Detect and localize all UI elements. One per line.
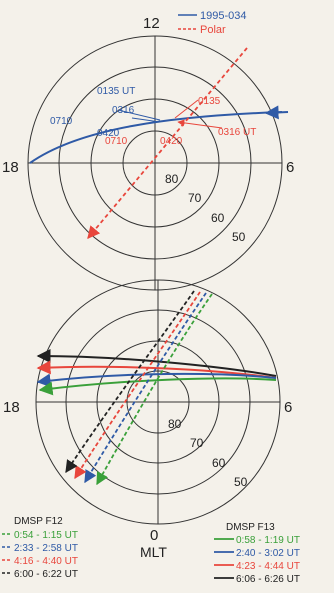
bottom-lat-60-label: 60 [212,456,226,470]
polar-0135-pointer [174,99,199,119]
top-mlt-6-label: 6 [286,159,294,176]
legend-f12-item-1: 0:54 - 1:15 UT [14,530,78,541]
legend-f13-item-4: 6:06 - 6:26 UT [236,574,300,585]
top-mlt-12-label: 12 [143,15,160,32]
top-lat-80-label: 80 [165,172,179,186]
bottom-lat-80-label: 80 [168,417,182,431]
sat-time-0135: 0135 UT [97,86,135,97]
sat-time-0420: 0420 [97,128,120,139]
legend-f13-item-2: 2:40 - 3:02 UT [236,548,300,559]
polar-0316-pointer [177,119,223,129]
top-lat-70-label: 70 [188,191,202,205]
top-legend: 1995-034 Polar [178,10,247,36]
top-mlt-18-label: 18 [2,159,19,176]
f13-pass-0423 [36,360,277,379]
top-lat-60-label: 60 [211,211,225,225]
f12-pass-0233 [84,292,207,484]
bottom-mlt-18-label: 18 [3,399,20,416]
bottom-mlt-0-label: 0 [150,527,158,544]
bottom-mlt-axes [36,280,280,524]
legend-f13-item-1: 0:58 - 1:19 UT [236,535,300,546]
legend-dmsp-f13: DMSP F13 0:58 - 1:19 UT 2:40 - 3:02 UT 4… [214,522,300,585]
polar-time-0316: 0316 UT [218,127,256,138]
legend-polar-label: Polar [200,24,226,36]
f12-pass-0600 [65,290,195,474]
f13-pass-0240 [36,372,277,388]
bottom-mlt-6-label: 6 [284,399,292,416]
sat-time-0316: 0316 [112,105,135,116]
top-mlt-axes [28,36,282,290]
f12-pass-0416 [74,291,201,480]
polar-time-0420: 0420 [160,136,183,147]
legend-f12-title: DMSP F12 [14,516,63,527]
legend-1995-034-label: 1995-034 [200,10,247,22]
trajectory-polar [87,47,248,239]
f13-pass-0058 [38,377,277,396]
legend-f12-item-3: 4:16 - 4:40 UT [14,556,78,567]
legend-f12-item-4: 6:00 - 6:22 UT [14,569,78,580]
sat-time-0710: 0710 [50,116,73,127]
legend-f13-title: DMSP F13 [226,522,275,533]
sat-0135-pointer [117,109,161,121]
f12-pass-0054 [96,293,213,486]
trajectory-1995-034-arrow [264,105,289,120]
bottom-polar-plot: 18 6 0 MLT 80 70 60 50 DMSP F12 0:54 - 1… [2,279,300,585]
top-lat-50-label: 50 [232,230,246,244]
bottom-mlt-axis-label: MLT [140,544,167,560]
top-polar-plot: 12 18 6 80 70 60 50 1995-034 Polar 0135 … [2,10,294,291]
legend-f13-item-3: 4:23 - 4:44 UT [236,561,300,572]
bottom-lat-50-label: 50 [234,475,248,489]
polar-time-0710: 0710 [105,136,128,147]
legend-dmsp-f12: DMSP F12 0:54 - 1:15 UT 2:33 - 2:58 UT 4… [2,516,78,580]
legend-f12-item-2: 2:33 - 2:58 UT [14,543,78,554]
trajectory-1995-034 [29,111,283,164]
f13-pass-0606 [36,349,277,377]
sat-0316-pointer [131,117,161,123]
bottom-lat-70-label: 70 [190,436,204,450]
polar-time-0135: 0135 [198,96,221,107]
